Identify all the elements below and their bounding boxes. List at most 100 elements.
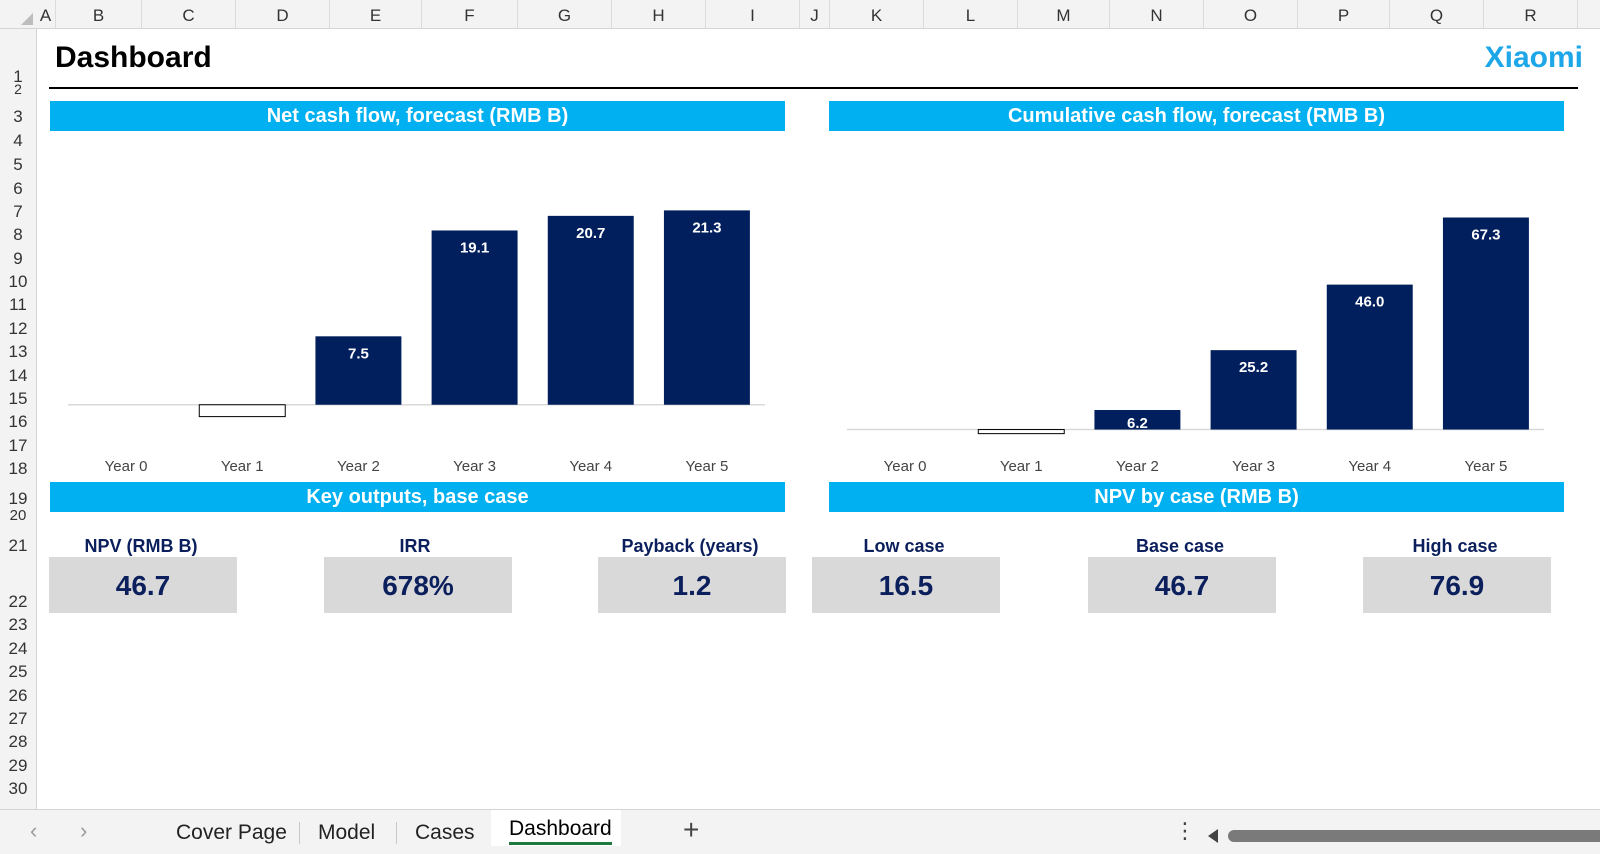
tab-model[interactable]: Model: [318, 821, 376, 844]
row-header-18[interactable]: 18: [8, 459, 28, 478]
row-header-29[interactable]: 29: [8, 756, 28, 775]
column-header-bar: A B C D E F G H I J K L M N O P Q R: [0, 0, 1600, 29]
tab-dashboard-label: Dashboard: [509, 817, 612, 845]
chart-category-label: Year 1: [1000, 458, 1043, 475]
chart-data-label: 7.5: [348, 345, 369, 362]
row-header-15[interactable]: 15: [8, 389, 28, 408]
row-header-21[interactable]: 21: [8, 536, 28, 555]
irr-value-box[interactable]: 678%: [324, 557, 512, 613]
chart-category-label: Year 2: [337, 458, 380, 475]
chart-category-label: Year 3: [453, 458, 496, 475]
chart-bar[interactable]: [1326, 284, 1413, 430]
column-header-r[interactable]: R: [1484, 0, 1578, 28]
tab-cases[interactable]: Cases: [415, 821, 475, 844]
column-header-b[interactable]: B: [56, 0, 142, 28]
cumulative-cash-flow-chart-svg: Year 0 Year 1 6.2 Year 2 25.2 Year 3 46.0 Year …: [847, 217, 1544, 475]
prev-sheet-arrow-icon[interactable]: ‹: [30, 818, 38, 843]
add-sheet-icon[interactable]: +: [683, 814, 700, 845]
select-all-corner[interactable]: [0, 0, 36, 28]
base-case-value-box[interactable]: 46.7: [1088, 557, 1276, 613]
tab-cover-page[interactable]: Cover Page: [176, 821, 287, 844]
row-header-24[interactable]: 24: [8, 639, 28, 658]
scroll-left-arrow-icon[interactable]: [1208, 829, 1218, 843]
chart-data-label: 20.7: [576, 225, 605, 242]
base-case-label: Base case: [1135, 536, 1225, 556]
column-header-j[interactable]: J: [800, 0, 830, 28]
row-header-2[interactable]: 2: [14, 81, 22, 97]
row-header-1[interactable]: 1: [13, 67, 23, 86]
row-header-7[interactable]: 7: [13, 202, 23, 221]
payback-label: Payback (years): [621, 536, 759, 556]
row-header-5[interactable]: 5: [13, 155, 23, 174]
chart-bar[interactable]: [663, 210, 750, 405]
chart-bar-negative[interactable]: [977, 429, 1065, 435]
row-header-25[interactable]: 25: [8, 662, 28, 681]
column-header-e[interactable]: E: [330, 0, 422, 28]
chart-category-label: Year 5: [686, 458, 729, 475]
low-case-value-box[interactable]: 16.5: [812, 557, 1000, 613]
row-header-3[interactable]: 3: [13, 107, 23, 126]
worksheet-grid[interactable]: Dashboard Xiaomi Net cash flow, forecast…: [37, 29, 1600, 809]
more-options-icon[interactable]: ⋮: [1174, 818, 1196, 843]
chart-data-label: 6.2: [1127, 415, 1148, 432]
high-case-value-box[interactable]: 76.9: [1363, 557, 1551, 613]
row-header-23[interactable]: 23: [8, 615, 28, 634]
column-header-a[interactable]: A: [36, 0, 56, 28]
chart-bar[interactable]: [1094, 410, 1181, 430]
npv-value-box[interactable]: 46.7: [49, 557, 237, 613]
next-sheet-arrow-icon[interactable]: ›: [80, 818, 88, 843]
column-header-n[interactable]: N: [1110, 0, 1204, 28]
row-header-17[interactable]: 17: [8, 436, 28, 455]
net-cash-flow-chart-svg: Year 0 Year 1 7.5 Year 2 19.1 Year 3 20.7 Year …: [68, 210, 765, 475]
chart-bar[interactable]: [1210, 350, 1297, 430]
row-header-27[interactable]: 27: [8, 709, 28, 728]
row-header-10[interactable]: 10: [8, 272, 28, 291]
net-cash-flow-chart[interactable]: Year 0 Year 1 7.5 Year 2 19.1 Year 3 20.7 Year …: [50, 139, 785, 479]
column-header-h[interactable]: H: [612, 0, 706, 28]
chart-data-label: 21.3: [692, 219, 721, 236]
column-header-p[interactable]: P: [1298, 0, 1390, 28]
row-header-9[interactable]: 9: [13, 249, 23, 268]
chart-bar[interactable]: [431, 230, 518, 405]
column-header-c[interactable]: C: [142, 0, 236, 28]
horizontal-scrollbar-thumb[interactable]: [1228, 830, 1600, 842]
row-header-30[interactable]: 30: [8, 779, 28, 798]
cumulative-cash-flow-chart[interactable]: Year 0 Year 1 6.2 Year 2 25.2 Year 3 46.0 Year …: [829, 139, 1564, 479]
column-header-i[interactable]: I: [706, 0, 800, 28]
row-header-8[interactable]: 8: [13, 225, 23, 244]
high-case-label: High case: [1412, 536, 1498, 556]
row-header-14[interactable]: 14: [8, 366, 28, 385]
row-header-4[interactable]: 4: [13, 131, 23, 150]
npv-by-case-banner: NPV by case (RMB B): [829, 482, 1564, 512]
row-header-16[interactable]: 16: [8, 412, 28, 431]
column-header-k[interactable]: K: [830, 0, 924, 28]
chart-category-label: Year 4: [569, 458, 612, 475]
column-header-d[interactable]: D: [236, 0, 330, 28]
row-header-28[interactable]: 28: [8, 732, 28, 751]
chart-data-label: 25.2: [1239, 359, 1268, 376]
row-header-22[interactable]: 22: [8, 592, 28, 611]
column-header-g[interactable]: G: [518, 0, 612, 28]
column-header-o[interactable]: O: [1204, 0, 1298, 28]
sheet-tab-bar: ‹ › Cover Page Model Cases Dashboard + ⋮: [0, 809, 1600, 854]
row-header-12[interactable]: 12: [8, 319, 28, 338]
row-header-11[interactable]: 11: [9, 295, 27, 314]
tab-dashboard[interactable]: Dashboard: [491, 810, 621, 846]
row-header-6[interactable]: 6: [13, 179, 23, 198]
row-header-13[interactable]: 13: [8, 342, 28, 361]
chart-category-label: Year 4: [1348, 458, 1391, 475]
column-header-q[interactable]: Q: [1390, 0, 1484, 28]
chart-data-label: 46.0: [1355, 294, 1384, 311]
chart-bar[interactable]: [547, 215, 634, 405]
chart-bar-negative[interactable]: [198, 404, 286, 418]
payback-value-box[interactable]: 1.2: [598, 557, 786, 613]
row-header-26[interactable]: 26: [8, 686, 28, 705]
column-header-l[interactable]: L: [924, 0, 1018, 28]
row-header-20[interactable]: 20: [9, 507, 27, 524]
column-header-f[interactable]: F: [422, 0, 518, 28]
row-header-19[interactable]: 19: [8, 489, 28, 508]
chart-bar[interactable]: [1442, 217, 1529, 430]
chart-bar[interactable]: [315, 336, 402, 405]
chart-category-label: Year 2: [1116, 458, 1159, 475]
column-header-m[interactable]: M: [1018, 0, 1110, 28]
